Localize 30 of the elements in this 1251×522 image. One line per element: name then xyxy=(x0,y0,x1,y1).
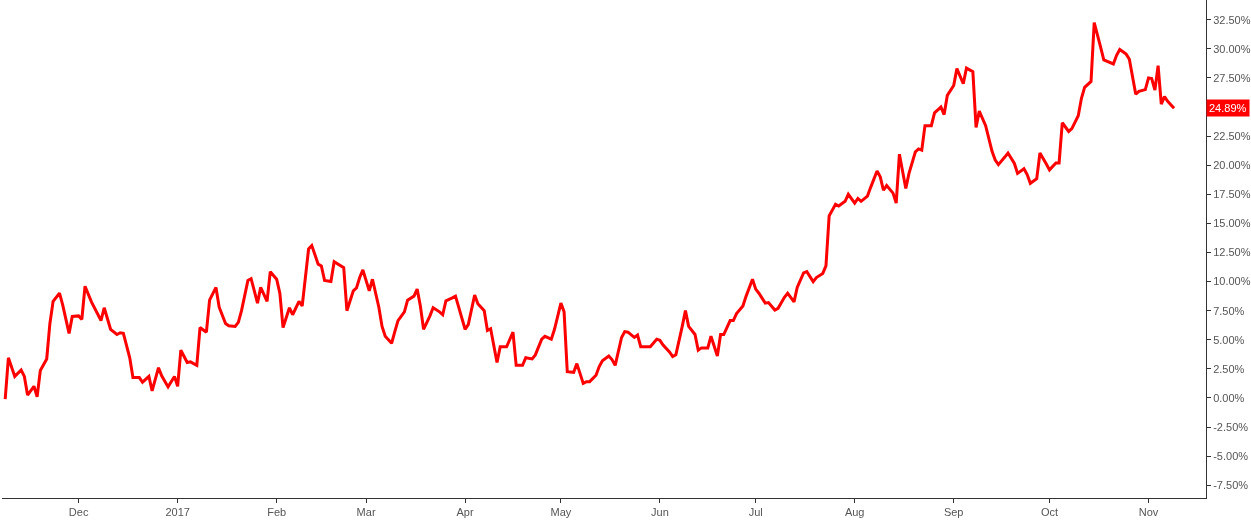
y-tick-label: 32.50% xyxy=(1213,13,1251,26)
y-tick-label: 30.00% xyxy=(1213,42,1251,55)
annotation: 24.89% xyxy=(1209,102,1247,114)
x-tick-label: Dec xyxy=(68,506,89,519)
line-series xyxy=(3,21,1176,401)
x-tick-label: Aug xyxy=(844,506,865,519)
y-tick-label: 0.00% xyxy=(1213,391,1245,404)
y-tick-label: 15.00% xyxy=(1213,217,1251,230)
y-tick-label: 5.00% xyxy=(1213,333,1245,346)
x-tick-label: Jun xyxy=(651,506,669,519)
x-tick-label: Nov xyxy=(1138,506,1159,519)
y-tick-label: 10.00% xyxy=(1213,275,1251,288)
x-tick-label: Sep xyxy=(943,506,964,519)
y-tick-label: 2.50% xyxy=(1213,362,1245,375)
y-tick-label: -5.00% xyxy=(1213,449,1249,462)
y-tick-label: -7.50% xyxy=(1213,479,1249,492)
y-tick-label: 20.00% xyxy=(1213,159,1251,172)
y-tick-label: 7.50% xyxy=(1213,304,1245,317)
x-tick-label: Jul xyxy=(748,506,763,519)
x-tick-label: Feb xyxy=(267,506,287,519)
x-tick-label: May xyxy=(550,506,572,519)
x-tick-label: Apr xyxy=(456,506,474,519)
y-tick-label: 22.50% xyxy=(1213,129,1251,142)
y-tick-label: 27.50% xyxy=(1213,71,1251,84)
x-tick-label: Oct xyxy=(1040,506,1059,519)
x-tick-label: 2017 xyxy=(165,506,190,519)
y-tick-label: -2.50% xyxy=(1213,420,1249,433)
y-tick-label: 17.50% xyxy=(1213,188,1251,201)
y-tick-label: 12.50% xyxy=(1213,246,1251,259)
x-tick-label: Mar xyxy=(356,506,376,519)
